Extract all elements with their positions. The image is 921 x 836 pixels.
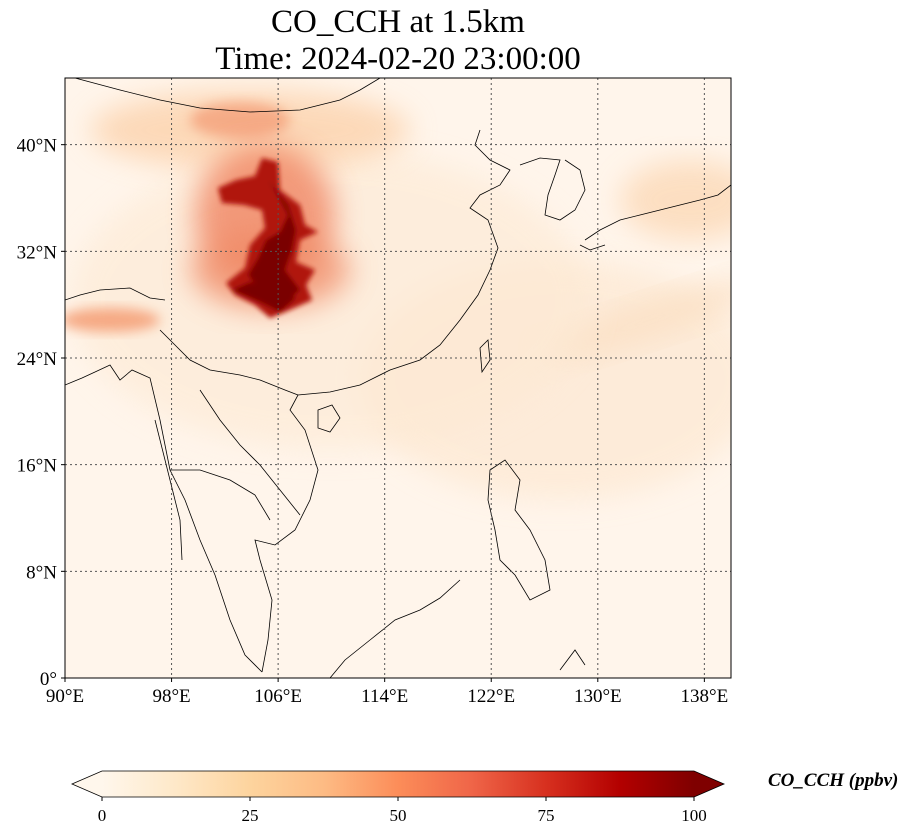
lon-tick-label: 138°E <box>681 686 729 707</box>
coast-myanmar-malaya <box>65 364 263 673</box>
plume-core <box>218 158 318 318</box>
lon-tick-label: 122°E <box>467 686 515 707</box>
colorbar-tick-label: 100 <box>681 806 707 825</box>
lat-tick-label: 16°N <box>17 456 58 477</box>
colorbar-extend-max <box>694 771 724 797</box>
map-title: CO_CCH at 1.5km <box>271 4 525 40</box>
colorbar-extend-min <box>72 771 102 797</box>
haze-japan <box>620 160 731 240</box>
coast-philippines <box>487 459 551 601</box>
gridlines <box>65 78 731 678</box>
lon-tick-label: 98°E <box>152 686 190 707</box>
border-laos-vietnam <box>199 389 301 516</box>
colorbar: 0 25 50 75 100 <box>70 770 726 825</box>
lon-tick-label: 90°E <box>46 686 84 707</box>
coast-china <box>254 129 511 673</box>
border-china-south <box>159 329 299 396</box>
border-himalaya <box>65 287 166 301</box>
lat-tick-label: 40°N <box>17 136 58 157</box>
latitude-tick-labels: 40°N 32°N 24°N 16°N 8°N 0° <box>17 136 65 690</box>
border-mongolia <box>74 78 381 113</box>
coast-borneo <box>329 579 461 678</box>
map-frame <box>64 77 732 679</box>
colorbar-tick-label: 75 <box>538 806 555 825</box>
lon-tick-label: 114°E <box>361 686 408 707</box>
plume-himalaya <box>65 308 160 332</box>
colorbar-tick-label: 0 <box>98 806 107 825</box>
lat-tick-label: 24°N <box>17 349 58 370</box>
longitude-tick-labels: 90°E 98°E 106°E 114°E 122°E 130°E 138°E <box>46 678 728 707</box>
plume-mongolia <box>190 102 290 138</box>
map-plot-area <box>64 77 732 679</box>
map-subtitle-time: Time: 2024-02-20 23:00:00 <box>215 41 581 77</box>
lon-tick-label: 130°E <box>574 686 622 707</box>
coast-taiwan <box>479 339 491 374</box>
lat-tick-label: 32°N <box>17 242 58 263</box>
colorbar-label: CO_CCH (ppbv) <box>768 770 899 791</box>
colorbar-tick-labels: 0 25 50 75 100 <box>98 797 707 825</box>
lat-tick-label: 0° <box>40 669 57 690</box>
coast-sulawesi <box>559 649 586 671</box>
coast-hainan <box>317 404 341 433</box>
colorbar-gradient <box>102 771 694 797</box>
coastlines <box>65 78 731 678</box>
lon-tick-label: 106°E <box>254 686 302 707</box>
border-thailand <box>170 469 271 521</box>
colorbar-tick-label: 25 <box>242 806 259 825</box>
coast-japan-honshu <box>584 184 731 241</box>
concentration-field <box>65 90 731 500</box>
lat-tick-label: 8°N <box>26 562 57 583</box>
coast-korea <box>519 157 586 221</box>
coast-kyushu <box>579 244 606 251</box>
colorbar-tick-label: 50 <box>390 806 407 825</box>
coast-andaman <box>154 419 183 561</box>
